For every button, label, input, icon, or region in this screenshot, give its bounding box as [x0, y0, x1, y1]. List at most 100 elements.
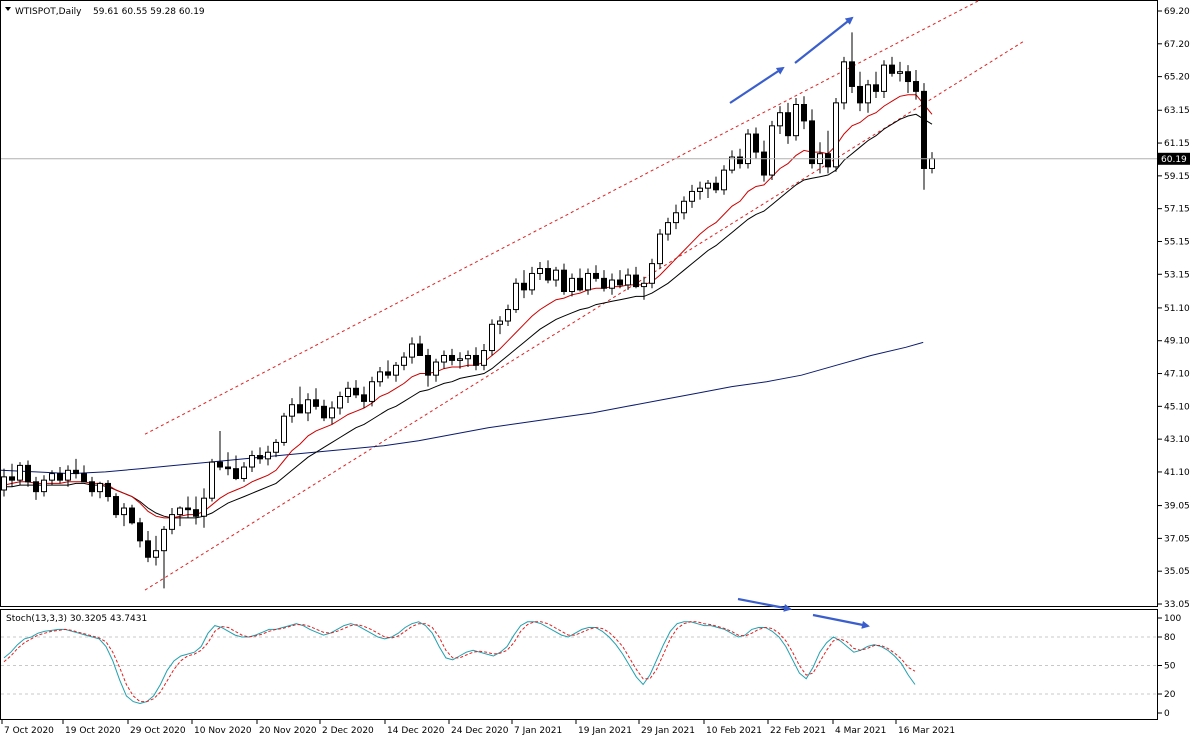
candle-body-bear [321, 405, 327, 419]
price-tick-label: 39.05 [1164, 502, 1190, 512]
candle-body-bull [793, 104, 799, 137]
price-tick-label: 43.10 [1164, 435, 1190, 445]
candle-body-bear [577, 277, 583, 291]
candle-body-bull [505, 309, 511, 322]
dropdown-triangle-icon[interactable] [5, 7, 11, 11]
candle-body-bull [121, 507, 127, 516]
candle [329, 401, 335, 425]
candle [513, 278, 519, 313]
candle-body-bear [257, 455, 263, 460]
candle-body-bear [921, 90, 927, 169]
candle [49, 470, 55, 486]
ema-slow-path [4, 113, 933, 519]
time-tick-label: 22 Feb 2021 [770, 726, 826, 736]
candle-body-bull [729, 156, 735, 171]
annotation-arrows[interactable] [729, 16, 870, 629]
annotation-arrow [794, 16, 854, 64]
candle-body-bear [185, 507, 191, 511]
candle [9, 463, 15, 487]
time-axis: 7 Oct 2020 19 Oct 2020 29 Oct 2020 10 Nov 2… [1, 720, 955, 736]
candle [641, 276, 647, 300]
candle-body-bear [473, 354, 479, 366]
stoch-tick-label: 50 [1164, 662, 1176, 672]
candle-body-bull [1, 476, 7, 491]
candle-body-bear [753, 133, 759, 153]
candle-body-bull [201, 497, 207, 517]
candle [33, 476, 39, 500]
time-tick-label: 29 Jan 2021 [641, 726, 695, 736]
candle [569, 273, 575, 297]
candle [841, 56, 847, 110]
candle-body-bear [633, 274, 639, 288]
candle [409, 337, 415, 364]
candle-body-bear [9, 476, 15, 481]
price-tick-label: 49.10 [1164, 337, 1190, 347]
candle-body-bull [465, 354, 471, 360]
candle [17, 462, 23, 486]
candle-body-bull [49, 473, 55, 481]
candle [97, 481, 103, 499]
candle [425, 348, 431, 387]
candle [577, 268, 583, 292]
candle-body-bull [329, 407, 335, 419]
candle [761, 140, 767, 182]
candle-body-bull [673, 212, 679, 224]
stoch-level-lines [1, 636, 1157, 695]
price-tick-label: 51.10 [1164, 304, 1190, 314]
trend-channel[interactable] [144, 0, 1026, 591]
candle [345, 381, 351, 404]
candle-body-bear [761, 151, 767, 176]
candle-body-bull [393, 364, 399, 376]
stoch-tick-label: 0 [1164, 709, 1170, 719]
candle [449, 348, 455, 366]
stoch-axis: 100 80 50 20 0 [1157, 614, 1181, 719]
candle [537, 261, 543, 281]
candle-body-bull [529, 272, 535, 291]
candle [497, 316, 503, 335]
candle-body-bear [809, 120, 815, 165]
candle-body-bear [81, 473, 87, 483]
candle-body-bull [97, 482, 103, 493]
candle [785, 102, 791, 144]
candle [241, 462, 247, 482]
candle-body-bull [641, 282, 647, 288]
price-tick-label: 55.15 [1164, 237, 1190, 247]
price-tick-label: 69.20 [1164, 7, 1190, 17]
candle [185, 496, 191, 518]
candle-body-bull [657, 233, 663, 265]
candle [825, 130, 831, 174]
candle-body-bear [905, 71, 911, 83]
candle-body-bear [73, 469, 79, 475]
candle [361, 386, 367, 408]
candle [713, 176, 719, 194]
candle [721, 165, 727, 195]
candle [73, 458, 79, 479]
candle [481, 343, 487, 371]
symbol-label: WTISPOT,Daily [15, 7, 82, 17]
current-price-tag: 60.19 [1158, 152, 1190, 165]
price-tick-label: 61.15 [1164, 139, 1190, 149]
candle-body-bear [353, 387, 359, 396]
candle [593, 265, 599, 282]
price-tick-label: 33.05 [1164, 600, 1190, 610]
candle-body-bull [273, 441, 279, 453]
candle [57, 467, 63, 484]
candle [561, 263, 567, 295]
candle [41, 475, 47, 497]
candle [377, 366, 383, 387]
candle-body-bull [281, 415, 287, 443]
candle-body-bull [777, 112, 783, 127]
candle-body-bear [129, 507, 135, 524]
candle [433, 358, 439, 382]
stoch-label: Stoch(13,3,3) 30.3205 43.7431 [6, 614, 147, 624]
candle-body-bear [193, 509, 199, 517]
candle [129, 504, 135, 525]
candle-body-bull [441, 354, 447, 363]
candle-body-bull [457, 358, 463, 361]
candle [625, 268, 631, 290]
candle-body-bear [849, 61, 855, 87]
stoch-panel-frame [0, 609, 1158, 720]
candle-body-bull [337, 395, 343, 409]
candle-body-bear [545, 268, 551, 281]
